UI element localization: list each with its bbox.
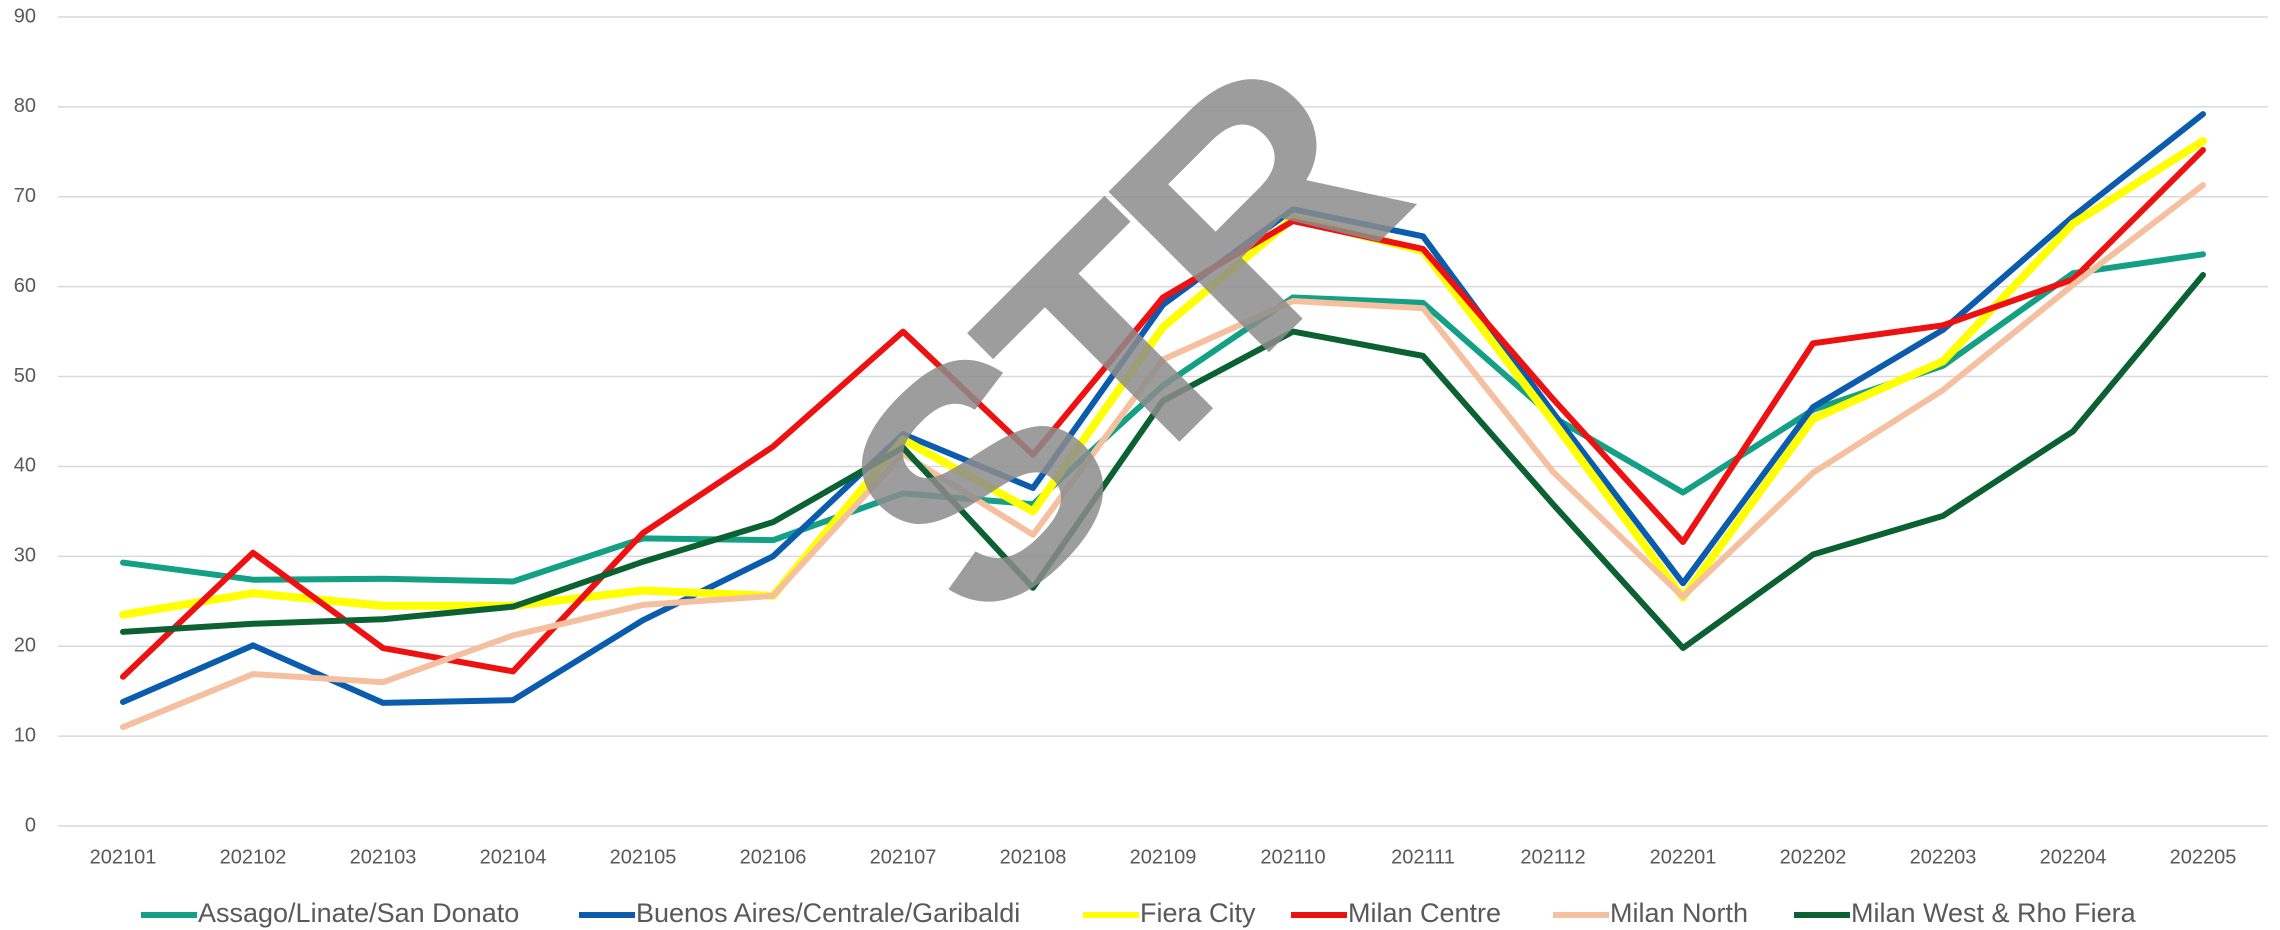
- y-tick-label: 60: [14, 275, 36, 297]
- legend-label: Fiera City: [1140, 898, 1256, 928]
- y-tick-label: 30: [14, 545, 36, 567]
- y-tick-label: 40: [14, 455, 36, 477]
- x-tick-label: 202106: [740, 846, 807, 868]
- x-tick-label: 202101: [90, 846, 157, 868]
- x-tick-label: 202112: [1520, 846, 1585, 868]
- series-line: [120, 147, 2206, 680]
- x-tick-label: 202102: [220, 846, 287, 868]
- x-tick-label: 202110: [1260, 846, 1325, 868]
- x-tick-label: 202205: [2170, 846, 2237, 868]
- y-tick-label: 50: [14, 365, 36, 387]
- y-tick-label: 0: [25, 814, 36, 836]
- y-tick-label: 80: [14, 95, 36, 117]
- x-tick-label: 202201: [1650, 846, 1717, 868]
- y-tick-label: 90: [14, 5, 36, 27]
- legend-label: Buenos Aires/Centrale/Garibaldi: [636, 898, 1020, 928]
- y-tick-label: 70: [14, 185, 36, 207]
- x-tick-label: 202204: [2040, 846, 2107, 868]
- legend-label: Assago/Linate/San Donato: [198, 898, 519, 928]
- series-line: [120, 251, 2206, 585]
- x-tick-label: 202202: [1780, 846, 1847, 868]
- x-tick-label: 202111: [1391, 846, 1455, 868]
- x-tick-label: 202109: [1130, 846, 1197, 868]
- series-line: [119, 137, 2207, 619]
- x-tick-label: 202107: [870, 846, 937, 868]
- x-tick-label: 202105: [610, 846, 677, 868]
- series-line: [120, 111, 2206, 706]
- y-tick-label: 10: [14, 724, 36, 746]
- legend-label: Milan Centre: [1348, 898, 1501, 928]
- x-tick-label: 202203: [1910, 846, 1977, 868]
- x-tick-label: 202108: [1000, 846, 1067, 868]
- series-line: [120, 271, 2206, 652]
- series-line: [120, 182, 2206, 731]
- watermark: STR: [772, 0, 1467, 687]
- legend: Assago/Linate/San Donato Buenos Aires/Cen…: [141, 898, 2137, 928]
- lines: [119, 111, 2207, 731]
- x-tick-label: 202103: [350, 846, 417, 868]
- y-tick-label: 20: [14, 635, 36, 657]
- legend-label: Milan North: [1610, 898, 1748, 928]
- x-tick-label: 202104: [480, 846, 547, 868]
- legend-label: Milan West & Rho Fiera: [1851, 898, 2137, 928]
